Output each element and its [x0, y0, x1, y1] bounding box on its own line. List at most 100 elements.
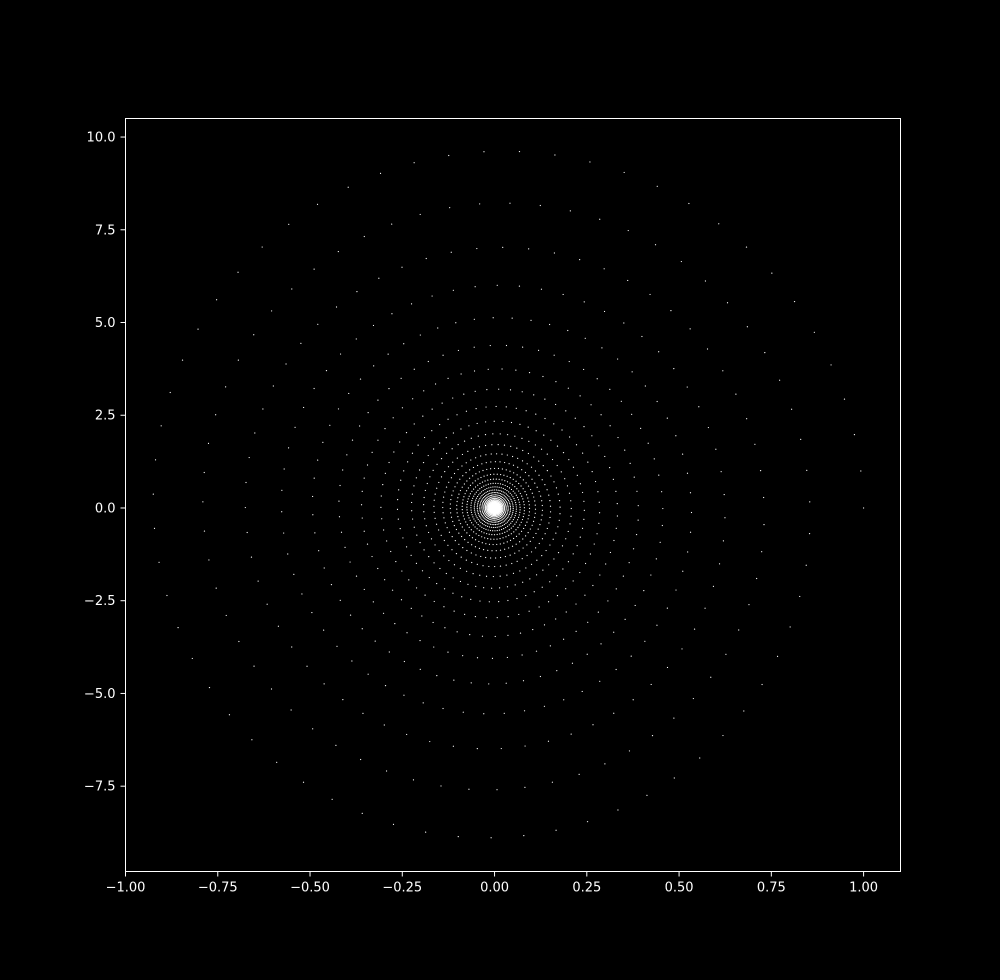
scatter-point [468, 517, 470, 519]
scatter-point [484, 518, 486, 520]
scatter-point [470, 509, 472, 511]
scatter-point [495, 550, 497, 552]
scatter-point [384, 472, 386, 475]
scatter-point [704, 280, 707, 282]
scatter-point [549, 645, 551, 647]
scatter-point [413, 423, 415, 425]
scatter-point [490, 492, 492, 494]
scatter-point [469, 477, 471, 479]
scatter-point [490, 519, 492, 521]
scatter-point [609, 467, 611, 469]
scatter-point [517, 499, 520, 501]
scatter-point [521, 437, 523, 439]
scatter-point [501, 479, 503, 481]
scatter-point [776, 655, 779, 657]
scatter-point [154, 459, 157, 461]
scatter-point [543, 705, 546, 707]
scatter-point [313, 268, 315, 270]
scatter-point [497, 521, 499, 523]
scatter-point [537, 349, 540, 351]
scatter-point [403, 660, 405, 663]
scatter-point [467, 514, 469, 516]
scatter-point [538, 542, 540, 545]
scatter-point [572, 553, 574, 555]
scatter-point [613, 631, 615, 633]
scatter-point [461, 505, 463, 507]
scatter-point [388, 388, 390, 390]
scatter-point [459, 523, 462, 525]
scatter-point [482, 498, 484, 500]
scatter-point [498, 478, 500, 480]
scatter-point [431, 430, 433, 432]
scatter-point [666, 417, 668, 419]
scatter-point [449, 507, 451, 510]
scatter-point [472, 466, 475, 469]
scatter-point [403, 694, 405, 696]
scatter-point [355, 338, 357, 340]
scatter-point [473, 370, 476, 372]
scatter-point [556, 445, 559, 447]
scatter-point [501, 468, 503, 470]
scatter-point [271, 310, 273, 312]
scatter-point [456, 500, 458, 503]
scatter-point [507, 599, 509, 602]
scatter-point [658, 474, 660, 476]
scatter-point [451, 536, 453, 538]
scatter-point [505, 515, 507, 517]
scatter-point [422, 702, 424, 704]
scatter-point [502, 524, 504, 527]
scatter-point [498, 529, 501, 531]
scatter-point [401, 407, 404, 409]
scatter-point [302, 781, 305, 783]
scatter-point [480, 512, 482, 514]
scatter-point [527, 497, 529, 499]
scatter-point [481, 481, 484, 483]
scatter-point [474, 493, 476, 495]
scatter-point [553, 354, 555, 356]
scatter-point [661, 524, 663, 527]
scatter-point [532, 536, 534, 539]
scatter-point [483, 508, 485, 510]
scatter-point [481, 486, 483, 488]
scatter-point [479, 482, 481, 485]
scatter-point [525, 594, 527, 597]
scatter-point [505, 526, 507, 529]
scatter-point [557, 493, 559, 495]
scatter-point [481, 499, 483, 501]
scatter-point [506, 525, 509, 527]
scatter-point [532, 520, 535, 523]
scatter-point [506, 485, 508, 488]
scatter-point [548, 564, 550, 566]
scatter-point [568, 360, 570, 363]
scatter-point [440, 534, 442, 536]
scatter-point [515, 512, 517, 515]
scatter-point [499, 549, 502, 551]
scatter-point [508, 501, 510, 503]
scatter-point [481, 518, 483, 520]
scatter-point [512, 525, 514, 527]
scatter-point [504, 516, 506, 518]
scatter-point [432, 621, 434, 624]
scatter-point [453, 679, 455, 681]
scatter-point [405, 432, 408, 434]
scatter-point [359, 378, 362, 380]
scatter-point [514, 523, 516, 525]
scatter-point [518, 285, 521, 287]
scatter-point [481, 504, 483, 506]
scatter-point [513, 531, 515, 533]
scatter-point [488, 487, 490, 489]
scatter-point [492, 494, 494, 496]
scatter-point [509, 518, 511, 520]
scatter-point [486, 389, 488, 391]
scatter-point [534, 504, 536, 506]
scatter-point [160, 425, 162, 427]
scatter-point [313, 387, 315, 390]
scatter-point [583, 301, 585, 303]
scatter-point [715, 448, 717, 450]
scatter-point [510, 522, 512, 524]
scatter-point [617, 358, 619, 360]
scatter-point [410, 303, 413, 305]
scatter-point [516, 488, 518, 490]
scatter-point [427, 531, 430, 534]
